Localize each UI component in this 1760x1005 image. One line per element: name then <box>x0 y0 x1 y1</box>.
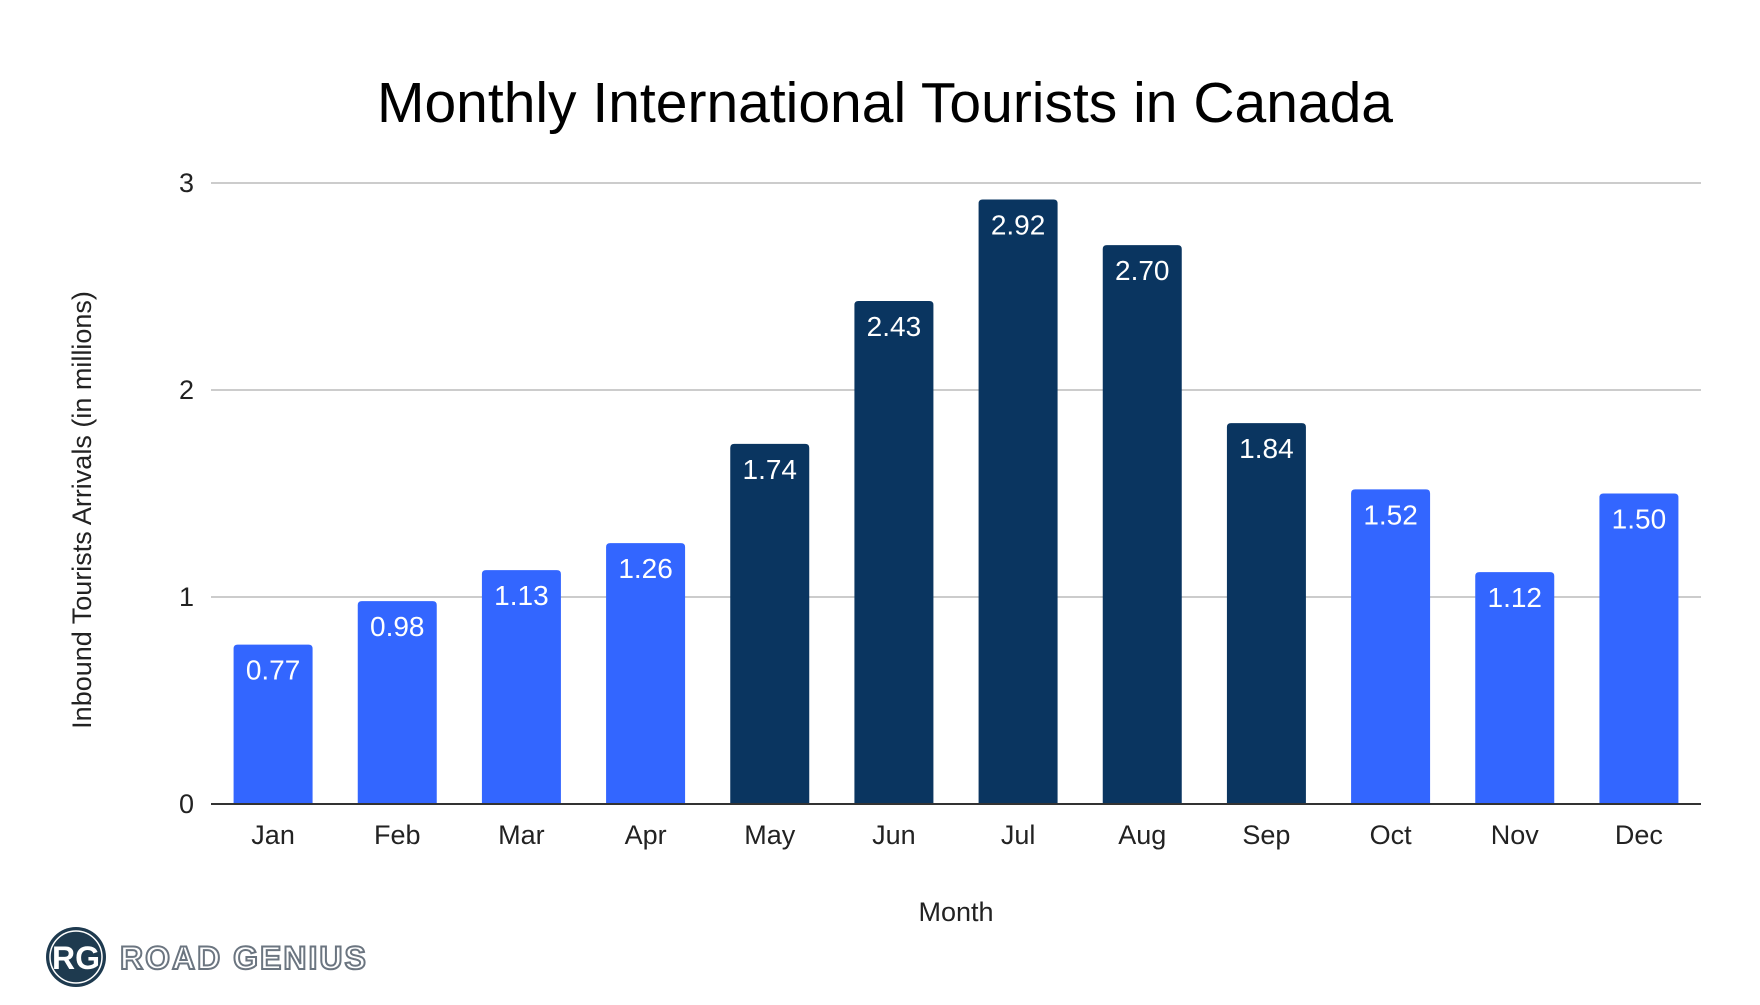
x-tick-label: Jan <box>251 820 295 850</box>
bar-sep <box>1226 423 1306 804</box>
x-tick-label: Nov <box>1491 820 1540 850</box>
road-genius-logo: RG ROAD GENIUS <box>46 927 368 987</box>
x-tick-label: Aug <box>1118 820 1166 850</box>
data-label: 1.74 <box>743 454 798 485</box>
y-axis-label: Inbound Tourists Arrivals (in millions) <box>67 291 97 729</box>
data-label: 2.92 <box>991 210 1046 241</box>
logo-circle <box>46 927 106 987</box>
bar-jul <box>978 199 1058 804</box>
data-label: 0.98 <box>370 611 425 642</box>
bar-apr <box>606 543 686 804</box>
data-label: 1.26 <box>618 553 673 584</box>
y-tick-label: 2 <box>179 375 194 405</box>
bar-jan <box>233 644 313 804</box>
bar-mar <box>481 570 561 804</box>
bar-jun <box>854 300 934 804</box>
y-tick-label: 1 <box>179 582 194 612</box>
bar-oct <box>1351 489 1431 804</box>
data-label: 2.43 <box>867 311 922 342</box>
y-tick-label: 3 <box>179 168 194 198</box>
data-label: 1.84 <box>1239 433 1294 464</box>
bar-feb <box>357 601 437 804</box>
x-tick-label: Jul <box>1001 820 1036 850</box>
data-label: 1.52 <box>1363 499 1418 530</box>
y-tick-label: 0 <box>179 789 194 819</box>
x-tick-label: Sep <box>1242 820 1290 850</box>
bar-may <box>730 443 810 804</box>
logo-text: ROAD GENIUS <box>120 940 368 976</box>
data-label: 1.50 <box>1612 504 1667 535</box>
logo-initials: RG <box>52 940 100 976</box>
data-label: 0.77 <box>246 655 301 686</box>
x-tick-label: May <box>744 820 796 850</box>
x-tick-label: Mar <box>498 820 545 850</box>
x-tick-label: Feb <box>374 820 421 850</box>
data-label: 1.13 <box>494 580 549 611</box>
data-label: 2.70 <box>1115 255 1170 286</box>
bar-nov <box>1475 572 1555 804</box>
x-tick-label: Apr <box>625 820 667 850</box>
chart-title: Monthly International Tourists in Canada <box>377 71 1393 135</box>
bar-aug <box>1102 245 1182 805</box>
x-tick-label: Oct <box>1370 820 1413 850</box>
data-label: 1.12 <box>1488 582 1543 613</box>
x-axis-label: Month <box>918 897 993 927</box>
bar-dec <box>1599 493 1679 804</box>
x-tick-label: Jun <box>872 820 916 850</box>
x-tick-label: Dec <box>1615 820 1663 850</box>
